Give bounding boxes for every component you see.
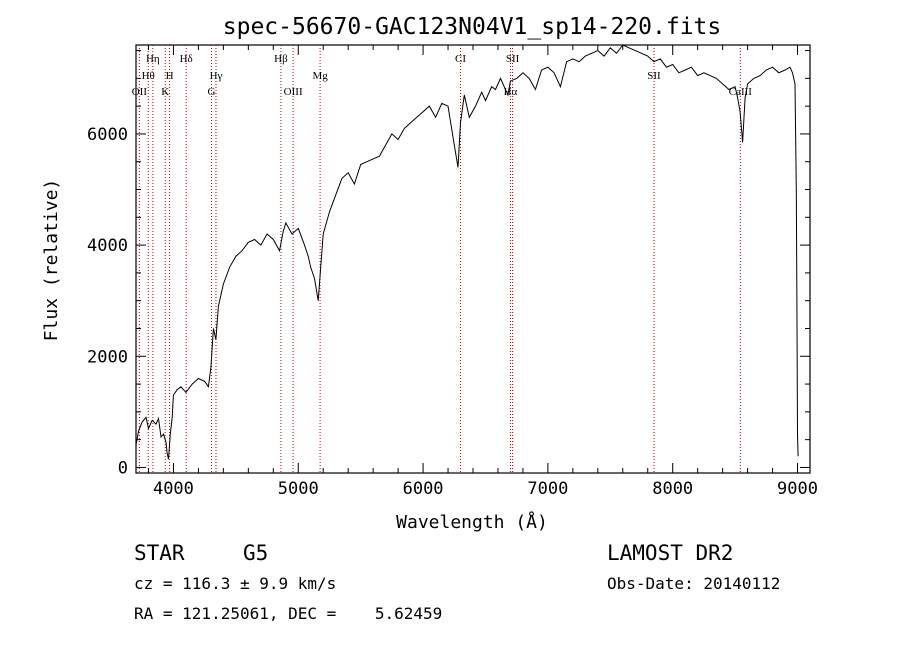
x-axis-label: Wavelength (Å) <box>396 511 548 533</box>
object-type: STAR <box>134 541 185 565</box>
spectral-line-label: Hθ <box>142 70 155 82</box>
spectral-line-label: Mg <box>312 70 328 82</box>
spectral-line-label: Hδ <box>180 53 193 65</box>
y-tick-label: 2000 <box>87 347 128 367</box>
spectral-line-label: SII <box>506 53 520 65</box>
redshift-cz: cz = 116.3 ± 9.9 km/s <box>134 574 337 593</box>
spectral-line-label: Hβ <box>274 53 288 65</box>
axis-ticks: 4000 5000 6000 7000 8000 9000 0 2000 4000 6000 <box>87 45 818 499</box>
ra-dec-coordinates: RA = 121.25061, DEC = 5.62459 <box>134 604 443 623</box>
spectral-line-label: H <box>166 70 174 82</box>
survey-name: LAMOST DR2 <box>607 541 734 565</box>
plot-frame <box>135 44 811 474</box>
y-tick-label: 0 <box>118 458 128 478</box>
y-tick-label: 6000 <box>87 125 128 145</box>
x-tick-label: 6000 <box>403 479 444 499</box>
x-tick-label: 8000 <box>652 479 693 499</box>
spectral-line-label: CI <box>455 53 466 65</box>
y-tick-label: 4000 <box>87 236 128 256</box>
spectral-line-label: Hα <box>504 86 518 98</box>
observation-date: Obs-Date: 20140112 <box>607 574 781 593</box>
x-tick-label: 9000 <box>777 479 818 499</box>
object-subclass: G5 <box>243 541 269 565</box>
y-axis-label: Flux (relative) <box>41 179 62 342</box>
spectral-line-label: K <box>161 86 169 98</box>
spectral-line-label: G <box>208 86 216 98</box>
spectral-line-label: OIII <box>284 86 303 98</box>
x-tick-label: 4000 <box>153 479 194 499</box>
spectral-line-label: Hγ <box>210 70 223 82</box>
spectral-line-label: OII <box>132 86 148 98</box>
spectrum-line <box>135 44 799 460</box>
spectral-line-label: SII <box>647 70 661 82</box>
chart-title: spec-56670-GAC123N04V1_sp14-220.fits <box>223 14 722 40</box>
spectral-line-label: Hη <box>146 53 160 65</box>
x-tick-label: 7000 <box>527 479 568 499</box>
x-tick-label: 5000 <box>278 479 319 499</box>
